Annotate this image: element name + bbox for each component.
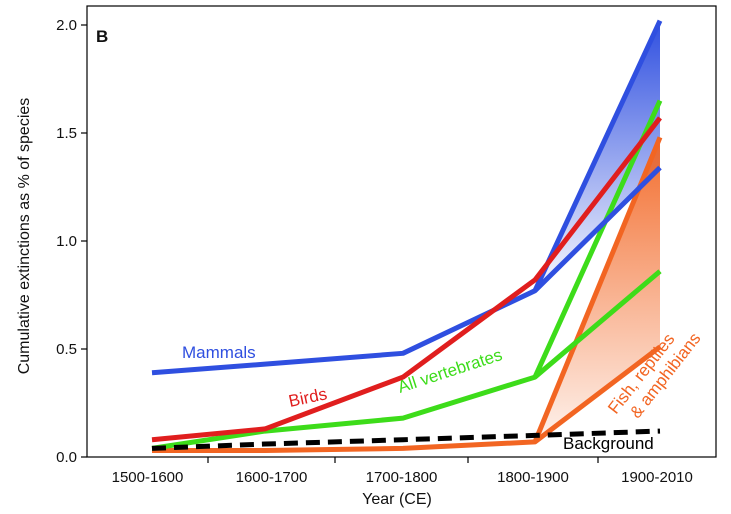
x-tick-label: 1700-1800 bbox=[366, 469, 438, 486]
y-tick-label: 0.5 bbox=[56, 341, 77, 358]
mammals-label: Mammals bbox=[182, 343, 256, 362]
x-tick-label: 1900-2010 bbox=[621, 469, 693, 486]
axes-layer: 0.0 0.5 1.0 1.5 2.0 1500-1600 1600-1700 1700-18… bbox=[56, 5, 717, 486]
mammals-upper-line bbox=[532, 19, 663, 292]
plot-frame bbox=[86, 5, 717, 458]
y-tick-label: 2.0 bbox=[56, 17, 77, 34]
series-lines-layer bbox=[151, 19, 663, 454]
y-tick-label: 1.5 bbox=[56, 125, 77, 142]
x-tick-label: 1600-1700 bbox=[236, 469, 308, 486]
x-tick-label: 1800-1900 bbox=[497, 469, 569, 486]
y-tick-label: 0.0 bbox=[56, 449, 77, 466]
x-axis-title: Year (CE) bbox=[362, 491, 432, 508]
panel-letter: B bbox=[96, 27, 108, 46]
y-tick-label: 1.0 bbox=[56, 233, 77, 250]
x-tick-label: 1500-1600 bbox=[112, 469, 184, 486]
y-axis-title: Cumulative extinctions as % of species bbox=[16, 98, 33, 375]
background-label: Background bbox=[563, 434, 654, 453]
